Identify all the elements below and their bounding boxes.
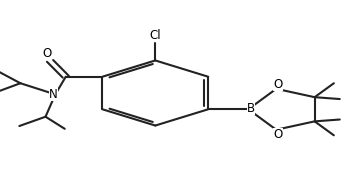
Text: N: N <box>49 88 58 101</box>
Text: O: O <box>273 128 283 141</box>
Text: O: O <box>273 78 283 91</box>
Text: O: O <box>42 47 51 60</box>
Text: B: B <box>247 102 255 115</box>
Text: Cl: Cl <box>149 29 161 42</box>
